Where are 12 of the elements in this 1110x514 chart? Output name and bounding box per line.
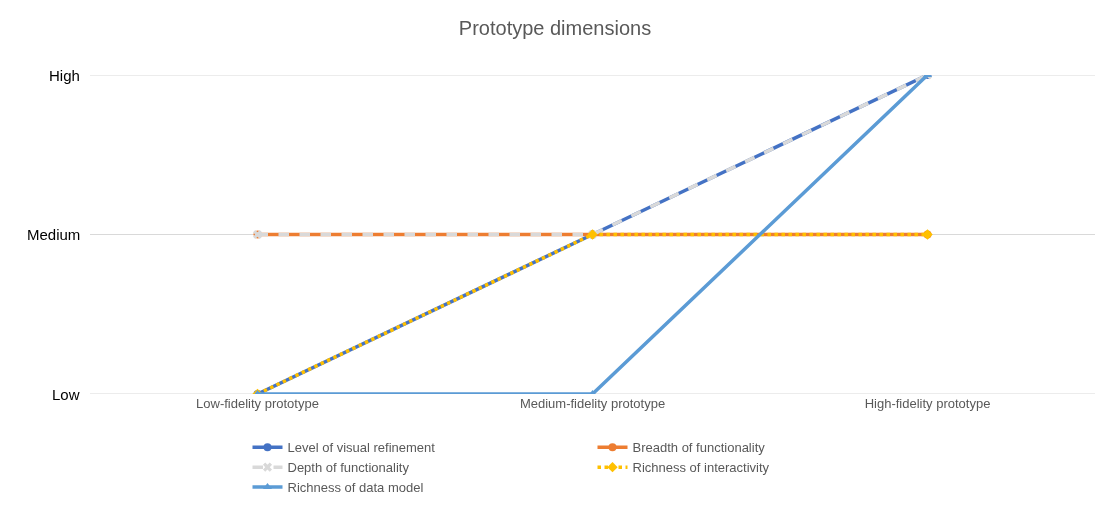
x-tick-label: High-fidelity prototype [864,396,991,411]
ref-line-label: Medium [27,226,81,243]
legend-label: Level of visual refinement [287,440,436,456]
ref-line-label: High [49,67,80,84]
x-tick-label: Medium-fidelity prototype [519,396,666,411]
x-tick-label: Low-fidelity prototype [196,396,319,411]
legend-label: Breadth of functionality [632,440,766,456]
legend-label: Richness of interactivity [632,460,770,476]
chart-title: Prototype dimensions [458,16,652,39]
legend-label: Richness of data model [287,480,424,496]
ref-line-label: Low [52,386,80,403]
legend-label: Depth of functionality [287,460,410,476]
